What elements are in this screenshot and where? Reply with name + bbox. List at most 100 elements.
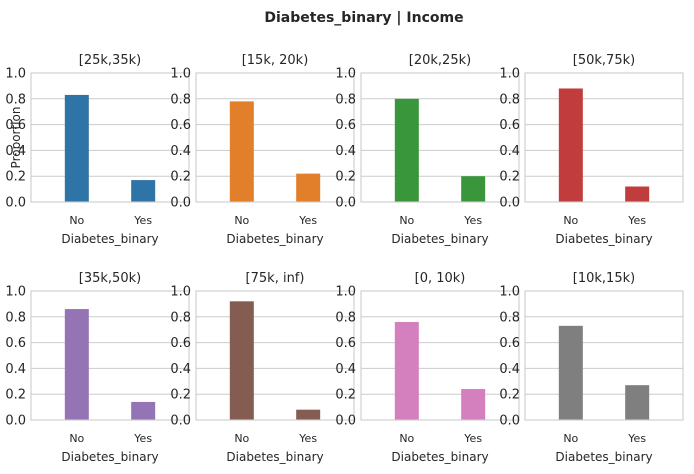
x-tick-label: No: [234, 432, 249, 445]
bar-yes: [625, 385, 650, 420]
subplot-6: 0.0 0.2 0.4 0.6 0.8 1.0 No Yes [75k, inf) Diabete…: [170, 271, 355, 464]
x-tick-label: Yes: [298, 432, 317, 445]
subplot-title: [25k,35k): [79, 53, 141, 68]
y-tick-label: 0.6: [5, 118, 26, 133]
bar-yes: [461, 389, 486, 420]
x-tick-label: No: [69, 432, 84, 445]
y-tick-label: 0.2: [335, 388, 356, 403]
bar-yes: [131, 180, 156, 202]
y-tick-label: 0.2: [499, 170, 520, 185]
y-tick-label: 1.0: [170, 67, 191, 82]
y-tick-label: 0.6: [170, 118, 191, 133]
x-tick-label: No: [563, 432, 578, 445]
y-tick-label: 0.4: [170, 144, 191, 159]
y-tick-label: 0.0: [5, 414, 26, 429]
bar-no: [64, 309, 89, 420]
subplot-title: [20k,25k): [409, 53, 471, 68]
y-tick-label: 0.0: [499, 196, 520, 211]
y-tick-label: 0.4: [499, 144, 520, 159]
subplot-title: [75k, inf): [246, 271, 305, 286]
x-tick-label: No: [399, 214, 414, 227]
bar-yes: [461, 176, 486, 202]
subplot-title: [10k,15k): [573, 271, 635, 286]
axes-frame: [30, 72, 190, 203]
subplot-2: 0.0 0.2 0.4 0.6 0.8 1.0 No Yes [15k, 20k) Diabete…: [170, 53, 355, 246]
bar-no: [558, 88, 583, 202]
y-tick-label: 0.6: [499, 118, 520, 133]
y-tick-label: 0.6: [499, 336, 520, 351]
y-tick-label: 0.6: [335, 118, 356, 133]
y-tick-label: 1.0: [170, 285, 191, 300]
y-tick-label: 1.0: [335, 285, 356, 300]
axes-frame: [360, 72, 520, 203]
y-tick-label: 1.0: [499, 285, 520, 300]
axes-frame: [195, 72, 355, 203]
y-tick-label: 0.2: [5, 388, 26, 403]
x-axis-label: Diabetes_binary: [555, 232, 652, 246]
bar-yes: [131, 401, 156, 420]
x-tick-label: No: [563, 214, 578, 227]
x-axis-label: Diabetes_binary: [391, 450, 488, 464]
y-tick-label: 0.8: [170, 92, 191, 107]
bar-no: [229, 301, 254, 420]
y-tick-label: 0.8: [170, 310, 191, 325]
subplot-5: 0.0 0.2 0.4 0.6 0.8 1.0 No Yes [35k,50k) Diabetes…: [5, 271, 190, 464]
y-tick-label: 0.4: [170, 362, 191, 377]
x-tick-label: Yes: [463, 214, 482, 227]
figure-suptitle: Diabetes_binary | Income: [264, 10, 463, 26]
y-tick-label: 0.8: [499, 310, 520, 325]
x-tick-label: No: [399, 432, 414, 445]
y-tick-label: 0.4: [5, 362, 26, 377]
bar-no: [64, 94, 89, 202]
y-tick-label: 1.0: [335, 67, 356, 82]
y-tick-label: 0.0: [335, 414, 356, 429]
subplot-title: [0, 10k): [415, 271, 466, 286]
x-tick-label: Yes: [627, 432, 646, 445]
y-tick-label: 0.6: [170, 336, 191, 351]
subplot-grid: 0.0 0.2 0.4 0.6 0.8 1.0 No Yes [25k,35k) Diabetes…: [5, 53, 684, 464]
subplot-3: 0.0 0.2 0.4 0.6 0.8 1.0 No Yes [20k,25k) Diabetes…: [335, 53, 520, 246]
y-tick-label: 0.4: [499, 362, 520, 377]
y-tick-label: 0.4: [335, 144, 356, 159]
y-tick-label: 0.8: [5, 92, 26, 107]
x-tick-label: Yes: [298, 214, 317, 227]
axes-frame: [524, 290, 684, 421]
x-tick-label: Yes: [463, 432, 482, 445]
axes-frame: [524, 72, 684, 203]
y-axis-label: Proportion: [9, 107, 23, 169]
y-tick-label: 0.0: [170, 196, 191, 211]
y-tick-label: 0.2: [5, 170, 26, 185]
y-tick-label: 0.8: [5, 310, 26, 325]
x-tick-label: No: [69, 214, 84, 227]
x-axis-label: Diabetes_binary: [61, 450, 158, 464]
x-axis-label: Diabetes_binary: [61, 232, 158, 246]
x-axis-label: Diabetes_binary: [391, 232, 488, 246]
axes-frame: [360, 290, 520, 421]
y-tick-label: 0.8: [499, 92, 520, 107]
bar-yes: [296, 409, 321, 420]
y-tick-label: 0.8: [335, 310, 356, 325]
subplot-title: [35k,50k): [79, 271, 141, 286]
y-tick-label: 0.2: [170, 388, 191, 403]
y-tick-label: 0.4: [335, 362, 356, 377]
x-axis-label: Diabetes_binary: [226, 450, 323, 464]
y-tick-label: 0.6: [335, 336, 356, 351]
y-tick-label: 0.0: [170, 414, 191, 429]
subplot-title: [50k,75k): [573, 53, 635, 68]
axes-frame: [30, 290, 190, 421]
subplot-1: 0.0 0.2 0.4 0.6 0.8 1.0 No Yes [25k,35k) Diabetes…: [5, 53, 190, 246]
subplot-title: [15k, 20k): [242, 53, 309, 68]
y-tick-label: 0.2: [335, 170, 356, 185]
bar-yes: [625, 186, 650, 202]
y-tick-label: 1.0: [5, 67, 26, 82]
y-tick-label: 1.0: [5, 285, 26, 300]
bar-no: [558, 325, 583, 420]
y-tick-label: 0.6: [5, 336, 26, 351]
axes-frame: [195, 290, 355, 421]
y-tick-label: 0.4: [5, 144, 26, 159]
bar-yes: [296, 173, 321, 202]
bar-no: [229, 101, 254, 202]
y-tick-label: 1.0: [499, 67, 520, 82]
bar-no: [394, 321, 419, 420]
